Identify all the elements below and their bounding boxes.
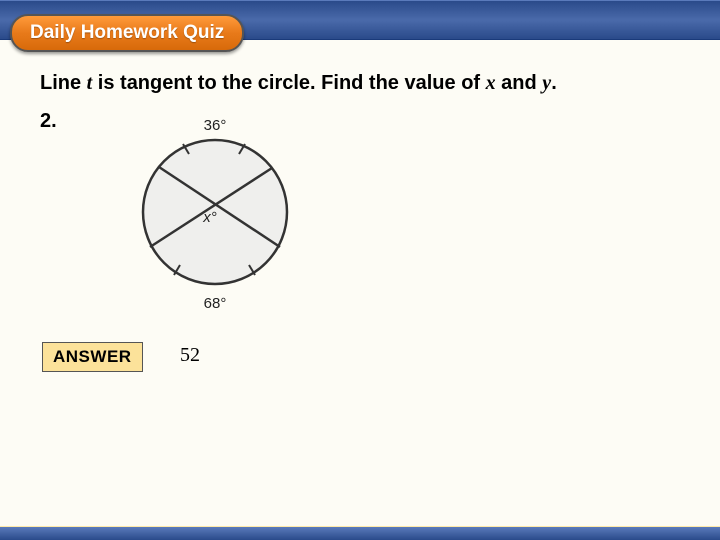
answer-label: ANSWER — [53, 347, 132, 366]
q-prefix: Line — [40, 72, 87, 94]
angle-x-label: x° — [202, 209, 217, 226]
q-var-x: x — [486, 72, 496, 94]
footer-bar — [0, 526, 720, 540]
question-text: Line t is tangent to the circle. Find th… — [40, 72, 557, 95]
quiz-title-pill: Daily Homework Quiz — [10, 14, 244, 52]
q-mid: is tangent to the circle. Find the value… — [92, 72, 485, 94]
answer-label-box: ANSWER — [42, 342, 143, 372]
answer-value: 52 — [180, 344, 200, 367]
q-and: and — [496, 72, 543, 94]
question-number: 2. — [40, 110, 57, 133]
q-end: . — [551, 72, 557, 94]
q-var-y: y — [542, 72, 551, 94]
arc-top-label: 36° — [204, 117, 227, 134]
arc-bot-label: 68° — [204, 295, 227, 312]
quiz-title-text: Daily Homework Quiz — [30, 22, 224, 43]
circle-diagram: 36° 68° x° — [130, 112, 300, 312]
